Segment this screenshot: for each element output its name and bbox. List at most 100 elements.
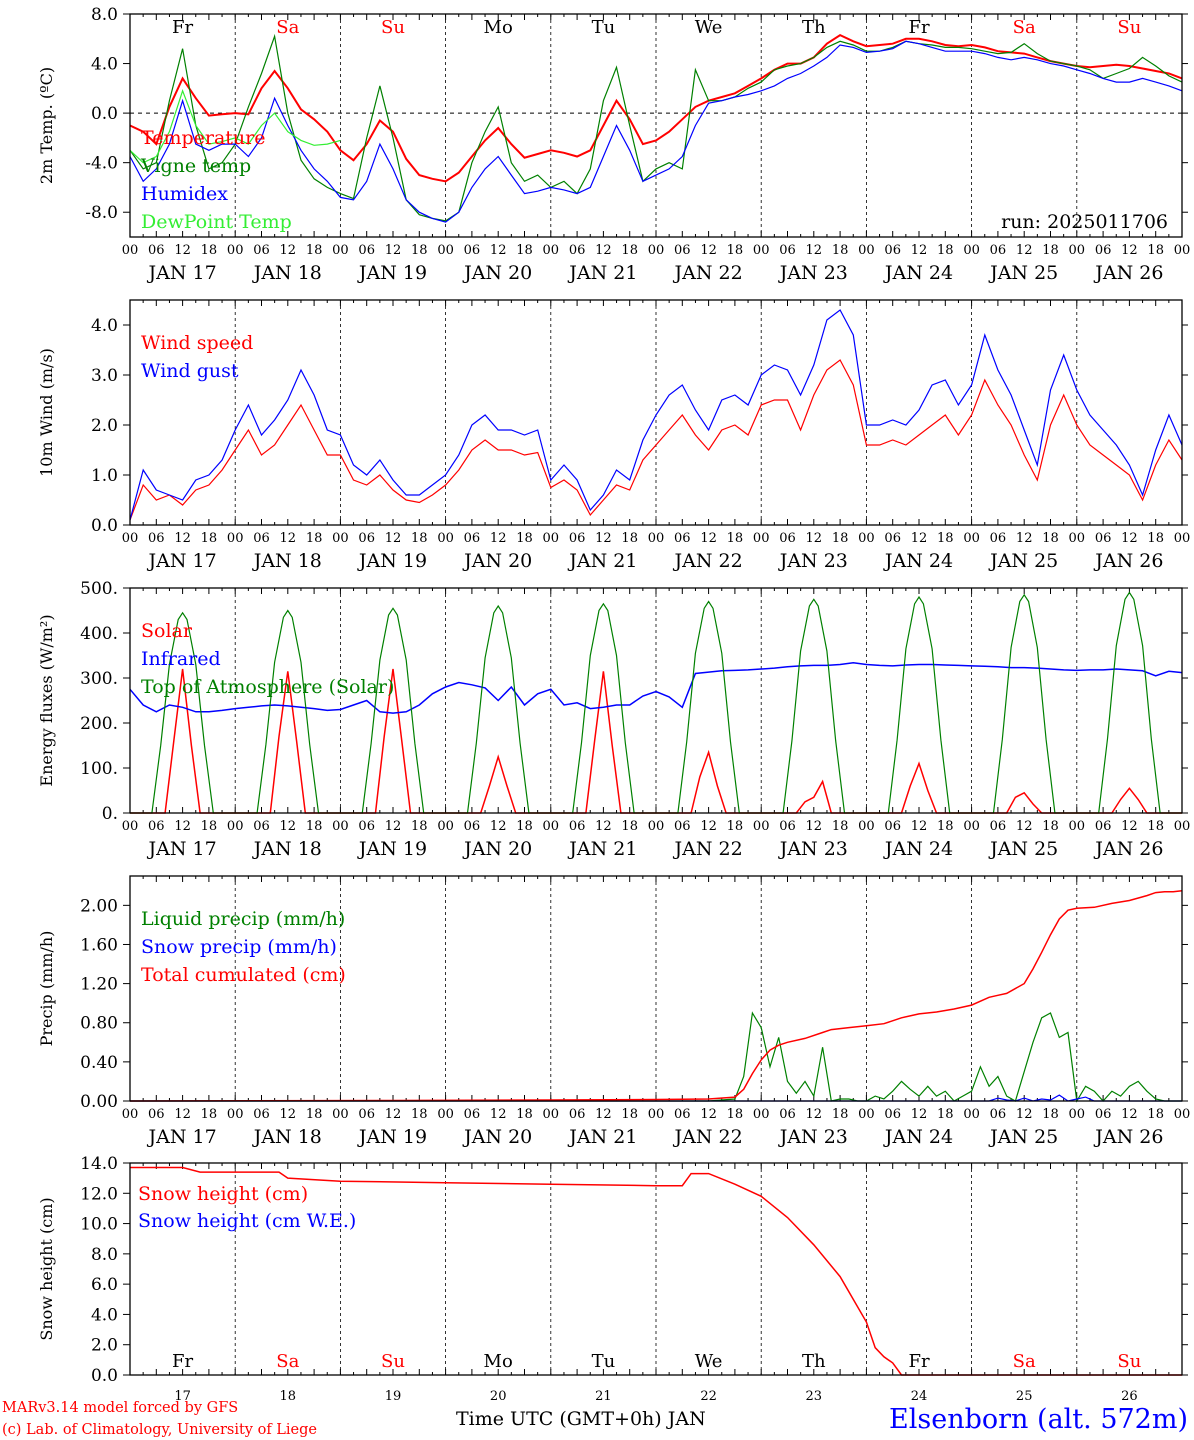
hour-tick-label: 00 bbox=[858, 819, 875, 834]
hour-tick-label: 00 bbox=[858, 243, 875, 258]
hour-tick-label: 12 bbox=[806, 819, 823, 834]
series-line-temp-1 bbox=[129, 33, 1183, 222]
hour-tick-label: 06 bbox=[674, 243, 691, 258]
hour-tick-label: 06 bbox=[569, 243, 586, 258]
day-name-label: Su bbox=[381, 1351, 405, 1372]
date-label: JAN 18 bbox=[252, 838, 322, 860]
panel-wind: 0.0 1.0 2.0 3.0 4.0 00 06 12 18 00 06 12 18 00 06 12 18 0… bbox=[37, 299, 1190, 572]
hour-tick-label: 00 bbox=[1069, 243, 1086, 258]
hour-tick-label: 00 bbox=[1174, 1107, 1191, 1122]
hour-tick-label: 00 bbox=[122, 819, 139, 834]
date-label: JAN 20 bbox=[462, 262, 532, 284]
hour-tick-label: 18 bbox=[1147, 819, 1164, 834]
day-name-label: Mo bbox=[484, 1351, 513, 1372]
panel-temp: -8.0 -4.0 0.0 4.0 8.0 00 06 12 18 00 06 12 18 00 06 12 1… bbox=[37, 5, 1190, 284]
hour-tick-label: 18 bbox=[937, 1107, 954, 1122]
hour-tick-label: 18 bbox=[306, 819, 323, 834]
hour-tick-label: 06 bbox=[779, 1107, 796, 1122]
hour-tick-label: 00 bbox=[753, 819, 770, 834]
hour-tick-label: 18 bbox=[1147, 243, 1164, 258]
hour-tick-label: 12 bbox=[806, 531, 823, 546]
chart-panels: -8.0 -4.0 0.0 4.0 8.0 00 06 12 18 00 06 12 18 00 06 12 1… bbox=[37, 5, 1190, 1404]
hour-tick-label: 06 bbox=[253, 243, 270, 258]
y-tick-label: 0.40 bbox=[80, 1053, 118, 1073]
hour-tick-label: 18 bbox=[516, 819, 533, 834]
hour-tick-label: 18 bbox=[832, 243, 849, 258]
hour-tick-label: 18 bbox=[201, 819, 218, 834]
day-number-label: 21 bbox=[595, 1389, 612, 1404]
panel-precip: 0.00 0.40 0.80 1.20 1.60 2.00 00 06 12 18 00 06 12 18… bbox=[37, 875, 1191, 1148]
day-name-label: Sa bbox=[276, 1351, 299, 1372]
y-tick-label: -8.0 bbox=[85, 203, 118, 223]
day-name-label: Sa bbox=[1013, 17, 1036, 38]
day-number-label: 25 bbox=[1016, 1389, 1033, 1404]
hour-tick-label: 00 bbox=[332, 531, 349, 546]
date-label: JAN 24 bbox=[883, 550, 953, 572]
hour-tick-label: 18 bbox=[411, 243, 428, 258]
day-number-label: 23 bbox=[806, 1389, 823, 1404]
y-tick-label: 3.0 bbox=[91, 366, 118, 386]
y-tick-label: 0.00 bbox=[80, 1092, 118, 1112]
legend-entry: Snow precip (mm/h) bbox=[141, 936, 337, 958]
day-name-label: Sa bbox=[276, 17, 299, 38]
hour-tick-label: 18 bbox=[727, 531, 744, 546]
hour-tick-label: 18 bbox=[621, 819, 638, 834]
series-line-precip-2 bbox=[129, 889, 1183, 1102]
legend-entry: Top of Atmosphere (Solar) bbox=[141, 676, 394, 698]
date-label: JAN 17 bbox=[147, 838, 217, 860]
hour-tick-label: 12 bbox=[1016, 1107, 1033, 1122]
y-tick-label: 0.80 bbox=[80, 1014, 118, 1034]
y-tick-label: 200. bbox=[80, 714, 118, 734]
hour-tick-label: 12 bbox=[280, 819, 297, 834]
date-label: JAN 23 bbox=[778, 1126, 848, 1148]
day-name-label: Su bbox=[1117, 1351, 1141, 1372]
hour-tick-label: 18 bbox=[937, 819, 954, 834]
date-label: JAN 22 bbox=[673, 262, 743, 284]
day-number-label: 17 bbox=[174, 1389, 191, 1404]
hour-tick-label: 00 bbox=[1069, 1107, 1086, 1122]
hour-tick-label: 18 bbox=[621, 531, 638, 546]
date-label: JAN 26 bbox=[1093, 838, 1163, 860]
hour-tick-label: 12 bbox=[911, 243, 928, 258]
date-label: JAN 22 bbox=[673, 1126, 743, 1148]
hour-tick-label: 06 bbox=[884, 1107, 901, 1122]
date-label: JAN 25 bbox=[988, 838, 1058, 860]
hour-tick-label: 06 bbox=[674, 1107, 691, 1122]
y-tick-label: 12.0 bbox=[80, 1184, 118, 1204]
date-label: JAN 23 bbox=[778, 550, 848, 572]
date-label: JAN 19 bbox=[357, 262, 427, 284]
y-axis-label: Snow height (cm) bbox=[37, 1197, 56, 1340]
series-line-wind-0 bbox=[129, 359, 1183, 521]
y-axis-label: 2m Temp. (ºC) bbox=[37, 67, 56, 184]
y-axis-label: Energy fluxes (W/m²) bbox=[37, 614, 56, 786]
day-name-label: We bbox=[695, 1351, 723, 1372]
day-number-label: 20 bbox=[490, 1389, 507, 1404]
hour-tick-label: 00 bbox=[963, 819, 980, 834]
day-number-label: 24 bbox=[911, 1389, 928, 1404]
series-line-temp-2 bbox=[129, 40, 1183, 223]
hour-tick-label: 06 bbox=[253, 819, 270, 834]
hour-tick-label: 18 bbox=[1042, 1107, 1059, 1122]
series-line-temp-0 bbox=[129, 33, 1183, 183]
y-tick-label: 0.0 bbox=[91, 104, 118, 124]
plot-frame bbox=[129, 299, 1183, 526]
hour-tick-label: 12 bbox=[490, 819, 507, 834]
hour-tick-label: 18 bbox=[832, 819, 849, 834]
hour-tick-label: 00 bbox=[858, 531, 875, 546]
hour-tick-label: 12 bbox=[1121, 1107, 1138, 1122]
hour-tick-label: 06 bbox=[253, 531, 270, 546]
y-tick-label: 300. bbox=[80, 669, 118, 689]
hour-tick-label: 18 bbox=[201, 1107, 218, 1122]
hour-tick-label: 06 bbox=[1095, 819, 1112, 834]
hour-tick-label: 06 bbox=[674, 531, 691, 546]
hour-tick-label: 12 bbox=[700, 1107, 717, 1122]
hour-tick-label: 06 bbox=[990, 1107, 1007, 1122]
hour-tick-label: 12 bbox=[174, 531, 191, 546]
date-label: JAN 23 bbox=[778, 838, 848, 860]
y-tick-label: 8.0 bbox=[91, 5, 118, 25]
hour-tick-label: 18 bbox=[832, 531, 849, 546]
series-line-snow-0 bbox=[130, 1166, 1182, 1376]
hour-tick-label: 00 bbox=[543, 531, 560, 546]
y-tick-label: 6.0 bbox=[91, 1275, 118, 1295]
hour-tick-label: 18 bbox=[411, 1107, 428, 1122]
